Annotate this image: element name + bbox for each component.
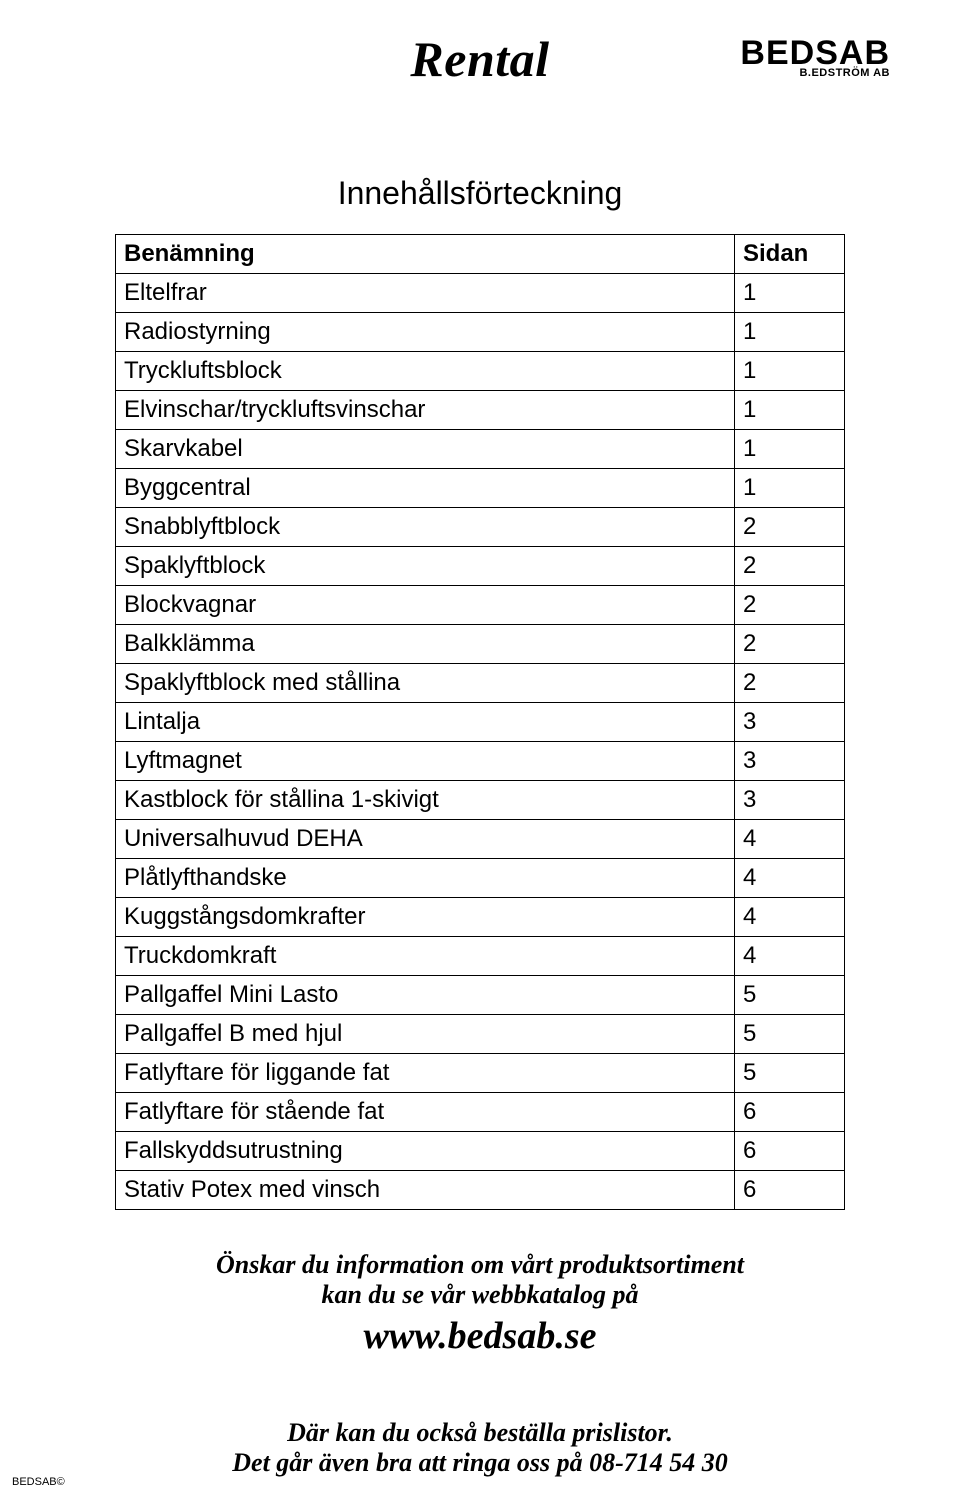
table-row: Skarvkabel1 [116,430,845,469]
col-header-name: Benämning [116,235,735,274]
row-page: 4 [735,937,845,976]
info-line-1: Önskar du information om vårt produktsor… [70,1250,890,1280]
row-name: Balkklämma [116,625,735,664]
row-name: Fallskyddsutrustning [116,1132,735,1171]
row-page: 4 [735,898,845,937]
row-name: Radiostyrning [116,313,735,352]
row-name: Plåtlyfthandske [116,859,735,898]
info-line-2: kan du se vår webbkatalog på [70,1280,890,1310]
table-row: Lintalja3 [116,703,845,742]
row-name: Snabblyftblock [116,508,735,547]
row-name: Kuggstångsdomkrafter [116,898,735,937]
table-row: Fallskyddsutrustning6 [116,1132,845,1171]
row-page: 3 [735,703,845,742]
row-name: Lyftmagnet [116,742,735,781]
row-page: 2 [735,586,845,625]
toc-header-row: Benämning Sidan [116,235,845,274]
row-page: 2 [735,625,845,664]
row-name: Lintalja [116,703,735,742]
table-row: Kastblock för stållina 1-skivigt3 [116,781,845,820]
row-name: Stativ Potex med vinsch [116,1171,735,1210]
row-page: 2 [735,664,845,703]
row-name: Spaklyftblock med stållina [116,664,735,703]
table-row: Fatlyftare för stående fat6 [116,1093,845,1132]
order-block: Där kan du också beställa prislistor. De… [70,1418,890,1478]
row-page: 1 [735,274,845,313]
table-row: Blockvagnar2 [116,586,845,625]
row-page: 6 [735,1132,845,1171]
table-row: Pallgaffel B med hjul5 [116,1015,845,1054]
row-name: Elvinschar/tryckluftsvinschar [116,391,735,430]
row-page: 1 [735,430,845,469]
table-row: Eltelfrar1 [116,274,845,313]
row-page: 1 [735,469,845,508]
header: Rental BEDSAB B.EDSTRÖM AB [70,30,890,120]
row-page: 1 [735,391,845,430]
table-row: Spaklyftblock med stållina2 [116,664,845,703]
row-name: Kastblock för stållina 1-skivigt [116,781,735,820]
row-page: 2 [735,547,845,586]
row-name: Universalhuvud DEHA [116,820,735,859]
row-page: 3 [735,781,845,820]
table-row: Lyftmagnet3 [116,742,845,781]
table-row: Fatlyftare för liggande fat5 [116,1054,845,1093]
row-page: 1 [735,313,845,352]
row-name: Spaklyftblock [116,547,735,586]
table-row: Radiostyrning1 [116,313,845,352]
row-name: Eltelfrar [116,274,735,313]
table-row: Snabblyftblock2 [116,508,845,547]
subtitle: Innehållsförteckning [70,175,890,212]
info-block: Önskar du information om vårt produktsor… [70,1250,890,1358]
table-row: Tryckluftsblock1 [116,352,845,391]
row-page: 5 [735,976,845,1015]
row-name: Fatlyftare för stående fat [116,1093,735,1132]
row-name: Byggcentral [116,469,735,508]
row-page: 5 [735,1054,845,1093]
row-name: Tryckluftsblock [116,352,735,391]
row-page: 5 [735,1015,845,1054]
footer-copyright: BEDSAB© [12,1476,65,1488]
info-url: www.bedsab.se [70,1314,890,1358]
table-row: Truckdomkraft4 [116,937,845,976]
row-name: Blockvagnar [116,586,735,625]
row-page: 4 [735,820,845,859]
row-name: Truckdomkraft [116,937,735,976]
row-page: 3 [735,742,845,781]
row-page: 1 [735,352,845,391]
row-page: 6 [735,1093,845,1132]
toc-table-body: Eltelfrar1Radiostyrning1Tryckluftsblock1… [116,274,845,1210]
page: Rental BEDSAB B.EDSTRÖM AB Innehållsfört… [0,0,960,1498]
row-page: 2 [735,508,845,547]
table-row: Kuggstångsdomkrafter4 [116,898,845,937]
row-page: 4 [735,859,845,898]
row-name: Pallgaffel Mini Lasto [116,976,735,1015]
table-row: Plåtlyfthandske4 [116,859,845,898]
order-line-2: Det går även bra att ringa oss på 08-714… [70,1448,890,1478]
order-line-1: Där kan du också beställa prislistor. [70,1418,890,1448]
table-row: Pallgaffel Mini Lasto5 [116,976,845,1015]
table-row: Stativ Potex med vinsch6 [116,1171,845,1210]
row-name: Fatlyftare för liggande fat [116,1054,735,1093]
table-row: Universalhuvud DEHA4 [116,820,845,859]
toc-table-head: Benämning Sidan [116,235,845,274]
brand-logo: BEDSAB B.EDSTRÖM AB [740,36,890,79]
table-row: Elvinschar/tryckluftsvinschar1 [116,391,845,430]
row-page: 6 [735,1171,845,1210]
row-name: Pallgaffel B med hjul [116,1015,735,1054]
toc-table: Benämning Sidan Eltelfrar1Radiostyrning1… [115,234,845,1210]
table-row: Spaklyftblock2 [116,547,845,586]
table-row: Balkklämma2 [116,625,845,664]
col-header-page: Sidan [735,235,845,274]
table-row: Byggcentral1 [116,469,845,508]
logo-main-text: BEDSAB [740,36,890,70]
row-name: Skarvkabel [116,430,735,469]
